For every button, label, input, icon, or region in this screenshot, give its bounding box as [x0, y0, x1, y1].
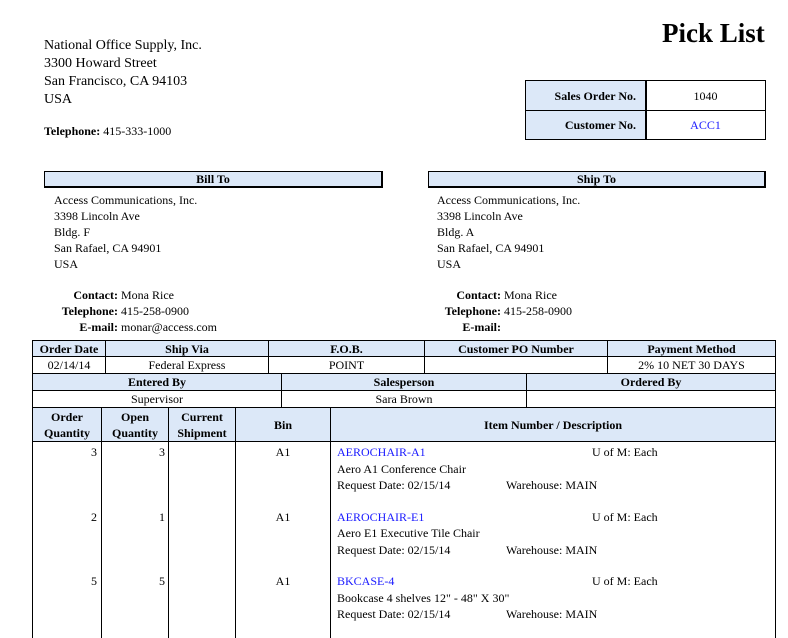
unit-of-measure: U of M: Each	[592, 574, 658, 588]
item-description: Aero E1 Executive Tile Chair	[337, 526, 480, 540]
column-divider	[168, 441, 236, 638]
bill-to-address: Access Communications, Inc. 3398 Lincoln…	[54, 192, 197, 272]
payment-method-value: 2% 10 NET 30 DAYS	[607, 356, 776, 374]
address-line: San Rafael, CA 94901	[437, 241, 545, 255]
warehouse: Warehouse: MAIN	[506, 607, 598, 621]
open-quantity: 1	[159, 509, 165, 524]
email-label: E-mail:	[462, 320, 501, 334]
ship-to-contact-values: Mona Rice 415-258-0900	[504, 287, 572, 319]
column-divider	[32, 441, 102, 638]
column-divider	[235, 441, 331, 638]
address-line: 3398 Lincoln Ave	[54, 209, 140, 223]
order-quantity: 2	[91, 509, 97, 524]
bin: A1	[275, 445, 291, 459]
company-city: San Francisco, CA 94103	[44, 74, 188, 89]
order-quantity: 5	[91, 574, 97, 588]
sales-order-label: Sales Order No.	[525, 80, 647, 111]
open-quantity-header: Open Quantity	[101, 407, 169, 442]
request-date: Request Date: 02/15/14	[337, 478, 451, 492]
customer-po-value	[424, 356, 608, 374]
customer-no-link[interactable]: ACC1	[645, 110, 766, 140]
page-title: Pick List	[662, 18, 765, 48]
unit-of-measure: U of M: Each	[592, 509, 658, 524]
bin-header: Bin	[235, 407, 331, 442]
address-line: USA	[437, 257, 462, 271]
contact-label: Contact:	[456, 288, 501, 302]
telephone-label: Telephone:	[444, 304, 501, 318]
address-line: Access Communications, Inc.	[54, 193, 198, 207]
order-date-header: Order Date	[32, 340, 106, 357]
current-shipment-header: Current Shipment	[168, 407, 236, 442]
contact-value: Mona Rice	[504, 288, 557, 302]
item-description: Aero A1 Conference Chair	[337, 461, 466, 476]
telephone-label: Telephone:	[61, 304, 118, 318]
open-quantity: 5	[159, 574, 165, 588]
telephone-value: 415-258-0900	[121, 304, 189, 318]
company-country: USA	[44, 92, 73, 107]
item-number-link[interactable]: AEROCHAIR-E1	[337, 509, 425, 524]
bill-to-contact-labels: Contact: Telephone: E-mail:	[0, 287, 118, 335]
contact-label: Contact:	[73, 288, 118, 302]
company-name: National Office Supply, Inc.	[44, 38, 202, 53]
address-line: 3398 Lincoln Ave	[437, 209, 523, 223]
ordered-by-value	[526, 390, 776, 408]
company-telephone: Telephone: 415-333-1000	[44, 124, 171, 139]
fob-header: F.O.B.	[268, 340, 425, 357]
warehouse: Warehouse: MAIN	[506, 542, 598, 557]
open-quantity: 3	[159, 445, 165, 459]
item-number-link[interactable]: BKCASE-4	[337, 574, 395, 588]
customer-po-header: Customer PO Number	[424, 340, 608, 357]
address-line: USA	[54, 257, 79, 271]
email-label: E-mail:	[79, 320, 118, 334]
order-date-value: 02/14/14	[32, 356, 106, 374]
ship-via-value: Federal Express	[105, 356, 269, 374]
ship-to-contact-labels: Contact: Telephone: E-mail:	[380, 287, 501, 335]
bill-to-contact-values: Mona Rice 415-258-0900 monar@access.com	[121, 287, 217, 335]
payment-method-header: Payment Method	[607, 340, 776, 357]
column-divider	[101, 441, 169, 638]
salesperson-value: Sara Brown	[281, 390, 527, 408]
ship-via-header: Ship Via	[105, 340, 269, 357]
request-date: Request Date: 02/15/14	[337, 542, 451, 557]
sales-order-value: 1040	[645, 80, 766, 111]
bin: A1	[275, 509, 291, 524]
fob-value: POINT	[268, 356, 425, 374]
telephone-label: Telephone:	[44, 124, 101, 138]
customer-no-label: Customer No.	[525, 110, 647, 140]
contact-value: Mona Rice	[121, 288, 174, 302]
request-date: Request Date: 02/15/14	[337, 607, 451, 621]
bill-to-heading: Bill To	[44, 171, 383, 188]
ordered-by-header: Ordered By	[526, 373, 776, 391]
telephone-value: 415-258-0900	[504, 304, 572, 318]
unit-of-measure: U of M: Each	[592, 445, 658, 459]
warehouse: Warehouse: MAIN	[506, 478, 598, 492]
item-description-header: Item Number / Description	[330, 407, 776, 442]
entered-by-value: Supervisor	[32, 390, 282, 408]
bin: A1	[275, 574, 291, 588]
ship-to-address: Access Communications, Inc. 3398 Lincoln…	[437, 192, 580, 272]
entered-by-header: Entered By	[32, 373, 282, 391]
salesperson-header: Salesperson	[281, 373, 527, 391]
company-street: 3300 Howard Street	[44, 56, 157, 71]
email-value: monar@access.com	[121, 320, 218, 334]
column-divider	[330, 441, 776, 638]
ship-to-heading: Ship To	[428, 171, 766, 188]
order-quantity-header: Order Quantity	[32, 407, 102, 442]
item-number-link[interactable]: AEROCHAIR-A1	[337, 445, 426, 459]
address-line: Bldg. F	[54, 225, 91, 239]
address-line: Access Communications, Inc.	[437, 193, 581, 207]
item-description: Bookcase 4 shelves 12" - 48" X 30"	[337, 590, 510, 605]
order-quantity: 3	[91, 445, 97, 459]
telephone-value: 415-333-1000	[103, 124, 172, 138]
address-line: San Rafael, CA 94901	[54, 241, 162, 255]
company-address: National Office Supply, Inc. 3300 Howard…	[44, 37, 202, 109]
address-line: Bldg. A	[437, 225, 475, 239]
